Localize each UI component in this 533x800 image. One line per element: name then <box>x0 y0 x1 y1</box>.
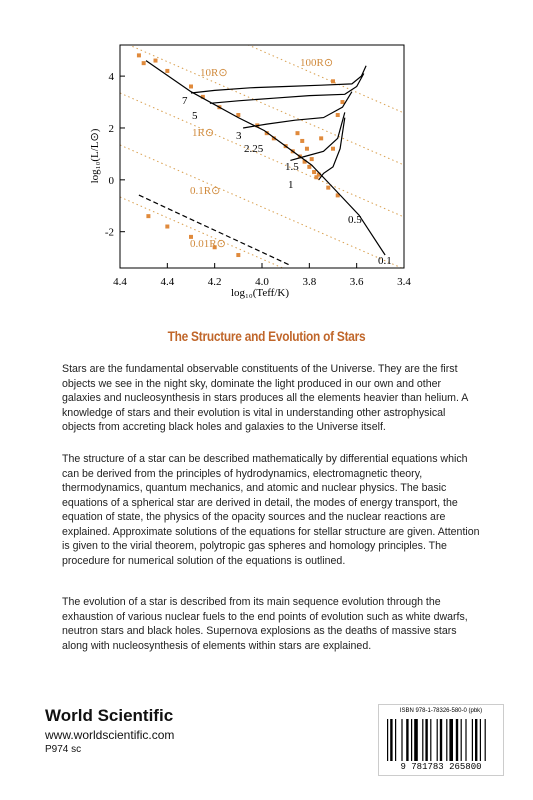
bar-stripe <box>406 719 409 761</box>
star <box>264 131 269 136</box>
x-tick-label: 3.4 <box>397 276 411 288</box>
title: The Structure and Evolution of Stars <box>167 328 366 344</box>
bar-stripe <box>471 719 473 761</box>
barcode-digits: 9 781783 265800 <box>400 762 482 772</box>
hr-diagram: log₁₀(Teff/K) log₁₀(L/L⊙) 4.4 4.4 4.2 4.0 3.… <box>89 44 411 299</box>
white-dwarf-line <box>138 194 291 266</box>
isbn: ISBN 978-1-78326-580-0 (pbk) <box>399 708 483 714</box>
bar-stripe <box>446 719 448 761</box>
bar-stripe <box>479 719 481 761</box>
code: P974 sc <box>45 744 82 755</box>
track <box>145 60 386 256</box>
mass-label: 3 <box>236 130 242 142</box>
x-tick-label: 4.2 <box>208 276 222 288</box>
star <box>331 146 335 151</box>
y-tick-label: 2 <box>109 123 115 135</box>
mass-label: 2.25 <box>244 143 264 155</box>
radius-label: 0.1R⊙ <box>190 185 220 197</box>
star <box>335 113 340 118</box>
y-tick-label: 4 <box>109 71 115 83</box>
barcode <box>387 719 486 761</box>
bar-stripe <box>475 719 478 761</box>
mass-label: 0.1 <box>378 255 392 267</box>
star <box>236 113 241 118</box>
x-tick-label: 4.0 <box>255 276 269 288</box>
star <box>331 79 335 84</box>
bar-stripe <box>484 719 486 761</box>
url: www.worldscientific.com <box>45 728 175 742</box>
track <box>243 91 353 129</box>
star <box>314 175 319 180</box>
radius-label: 100R⊙ <box>300 57 333 69</box>
bar-stripe <box>401 719 403 761</box>
radius-label: 1R⊙ <box>192 127 214 139</box>
star <box>146 214 151 219</box>
star <box>300 138 305 143</box>
star <box>153 58 158 63</box>
x-tick-label: 4.4 <box>160 276 174 288</box>
bar-stripe <box>411 719 413 761</box>
bar-stripe <box>387 719 389 761</box>
star <box>312 170 317 175</box>
bar-stripe <box>422 719 424 761</box>
star <box>212 245 217 250</box>
bar-stripe <box>449 719 453 761</box>
bar-stripe <box>455 719 459 761</box>
paragraph: Stars are the fundamental observable con… <box>62 363 468 433</box>
paragraph: The evolution of a star is described fro… <box>62 596 468 652</box>
bar-stripe <box>414 719 418 761</box>
x-tick-label: 4.4 <box>113 276 127 288</box>
star <box>141 61 146 66</box>
bar-stripe <box>439 719 443 761</box>
star <box>136 53 141 58</box>
star <box>309 157 314 162</box>
star <box>340 100 345 105</box>
mass-label: 7 <box>182 95 188 107</box>
paragraph: The structure of a star can be described… <box>62 453 480 567</box>
publisher: World Scientific <box>45 706 174 725</box>
star <box>189 84 193 89</box>
mass-label: 5 <box>192 110 198 122</box>
star <box>302 159 307 164</box>
star <box>200 94 205 99</box>
track <box>209 73 365 104</box>
bar-stripe <box>465 719 467 761</box>
bar-stripe <box>460 719 462 761</box>
barcode-box: ISBN 978-1-78326-580-0 (pbk) 9 781783 26… <box>378 704 504 776</box>
y-tick-label: -2 <box>105 227 114 239</box>
x-label: log₁₀(Teff/K) <box>231 287 289 299</box>
star <box>326 185 331 190</box>
bar-stripe <box>390 719 393 761</box>
star <box>271 136 276 141</box>
mass-label: 1 <box>288 179 294 191</box>
star <box>165 224 170 229</box>
x-tick-label: 3.8 <box>302 276 316 288</box>
radius-label: 10R⊙ <box>200 67 228 79</box>
x-tick-label: 3.6 <box>350 276 364 288</box>
y-label: log₁₀(L/L⊙) <box>89 128 101 183</box>
bar-stripe <box>425 719 428 761</box>
track <box>318 117 346 181</box>
mass-label: 1.5 <box>285 161 299 173</box>
radius-label: 0.01R⊙ <box>190 238 226 250</box>
data-layer <box>136 53 386 266</box>
star <box>335 193 340 198</box>
star <box>189 234 193 239</box>
track <box>190 65 367 94</box>
bar-stripe <box>436 719 438 761</box>
star <box>236 253 241 258</box>
y-tick-label: 0 <box>109 175 115 187</box>
star <box>165 68 170 73</box>
star <box>295 131 300 136</box>
bar-stripe <box>430 719 432 761</box>
track <box>290 112 346 161</box>
mass-label: 0.5 <box>348 214 362 226</box>
star <box>316 172 321 177</box>
bar-stripe <box>395 719 397 761</box>
star <box>304 146 309 151</box>
star <box>307 164 312 169</box>
star <box>319 136 324 141</box>
